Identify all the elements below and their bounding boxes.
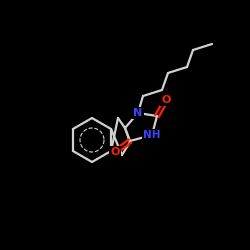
Text: O: O (110, 147, 120, 157)
Text: NH: NH (143, 130, 161, 140)
Text: O: O (161, 95, 171, 105)
Text: N: N (134, 108, 142, 118)
